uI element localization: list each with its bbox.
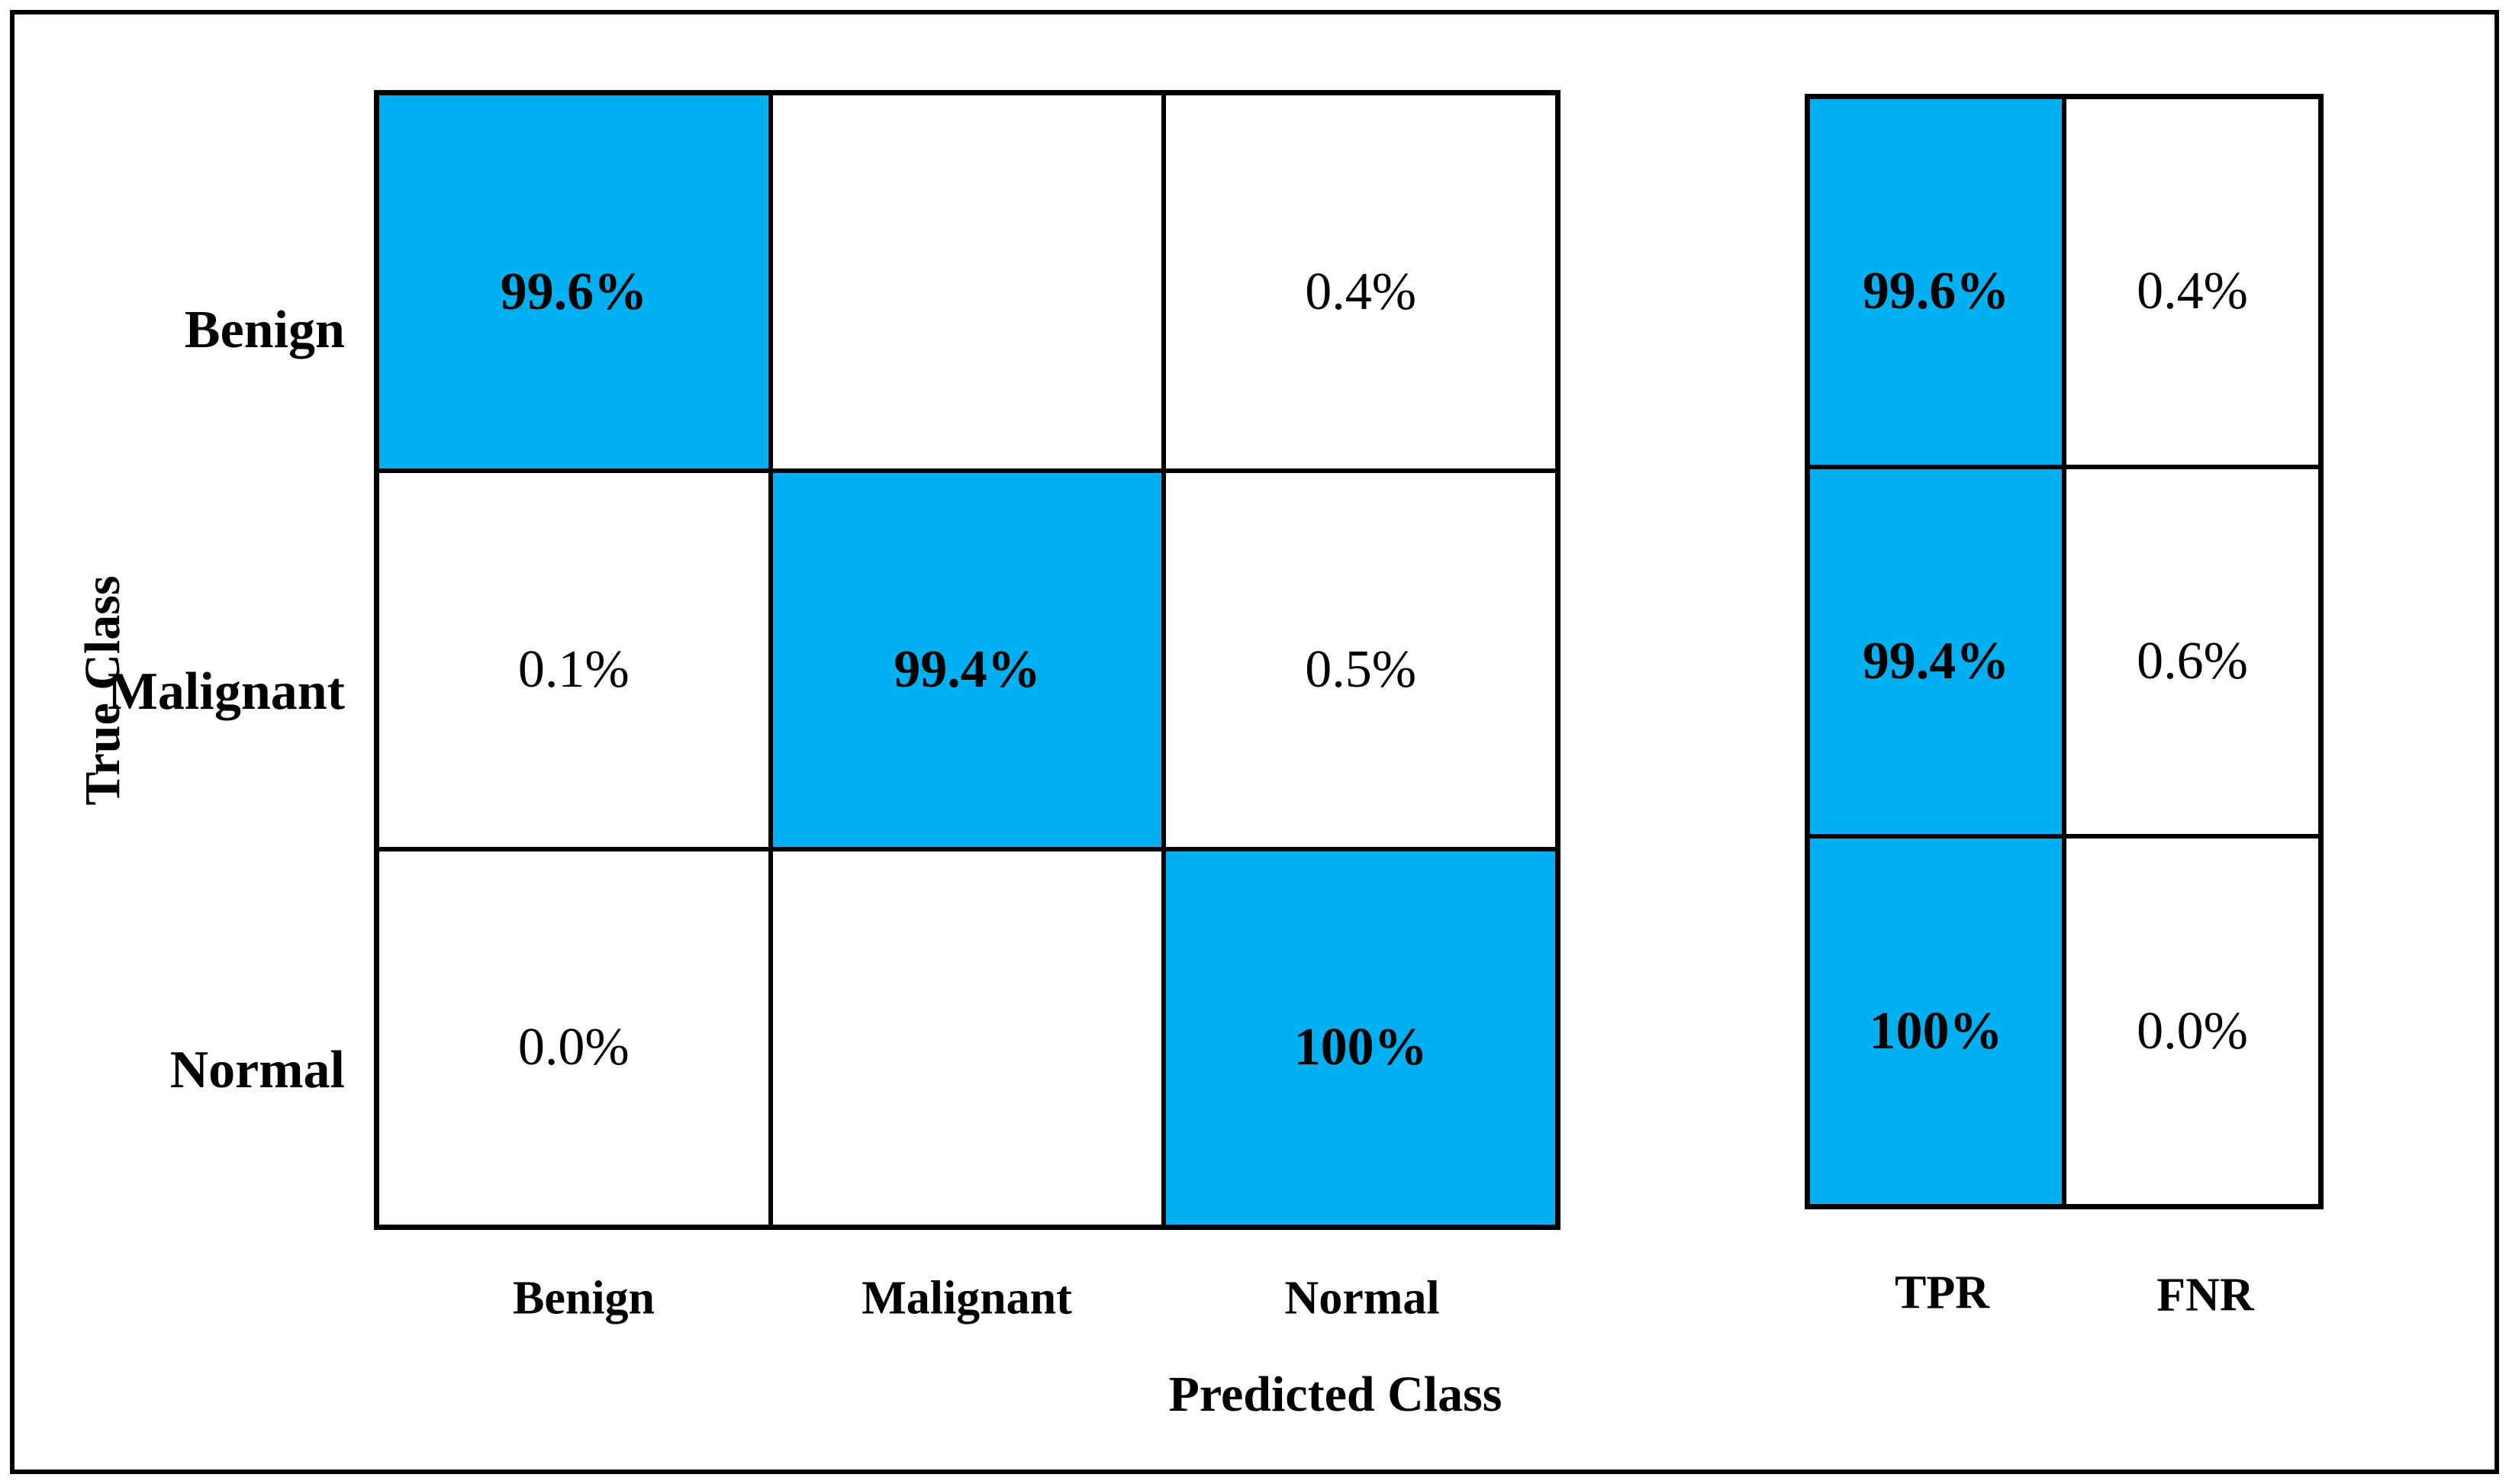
- tpr-cell-malignant: 99.4%: [1808, 466, 2064, 837]
- row-label-normal: Normal: [169, 1041, 345, 1099]
- matrix-cell-benign-malignant: [770, 93, 1164, 472]
- fnr-cell-normal: 0.0%: [2064, 836, 2321, 1206]
- matrix-cell-malignant-benign: 0.1%: [377, 471, 771, 849]
- tpr-cell-benign: 99.6%: [1808, 97, 2064, 467]
- matrix-cell-benign-normal: 0.4%: [1164, 93, 1557, 472]
- matrix-cell-benign-benign: 99.6%: [377, 93, 771, 472]
- tpr-fnr-summary-table: 99.6% 0.4% 99.4% 0.6% 100% 0.0%: [1805, 94, 2324, 1209]
- col-label-malignant: Malignant: [862, 1272, 1072, 1325]
- fnr-cell-benign: 0.4%: [2064, 97, 2321, 467]
- matrix-cell-malignant-malignant: 99.4%: [770, 471, 1164, 849]
- col-label-fnr: FNR: [2156, 1269, 2254, 1321]
- matrix-cell-malignant-normal: 0.5%: [1164, 471, 1557, 849]
- matrix-cell-normal-malignant: [770, 848, 1164, 1227]
- confusion-matrix-grid: 99.6% 0.4% 0.1% 99.4% 0.5% 0.0% 100%: [374, 90, 1560, 1230]
- matrix-cell-normal-benign: 0.0%: [377, 848, 771, 1227]
- fnr-cell-malignant: 0.6%: [2064, 466, 2321, 837]
- col-label-benign: Benign: [512, 1272, 655, 1325]
- predicted-class-axis-label: Predicted Class: [1168, 1367, 1503, 1422]
- matrix-cell-normal-normal: 100%: [1164, 848, 1557, 1227]
- row-label-benign: Benign: [184, 301, 345, 359]
- col-label-tpr: TPR: [1895, 1267, 1989, 1319]
- row-label-malignant: Malignant: [107, 662, 345, 721]
- col-label-normal: Normal: [1284, 1272, 1440, 1325]
- tpr-cell-normal: 100%: [1808, 836, 2064, 1206]
